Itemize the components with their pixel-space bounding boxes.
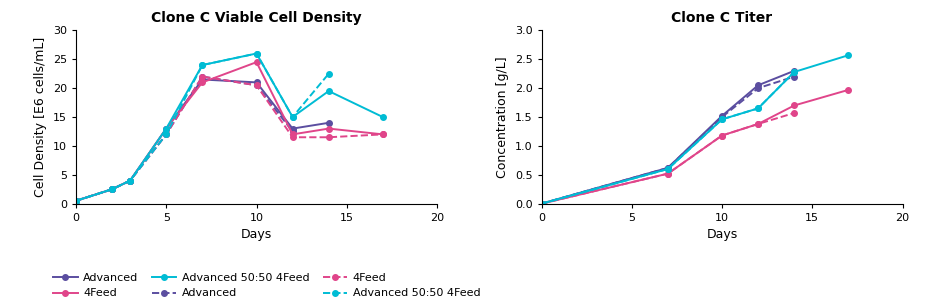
X-axis label: Days: Days [241, 228, 272, 241]
Legend: Advanced, 4Feed, Advanced 50:50 4Feed, Advanced, 4Feed, Advanced 50:50 4Feed: Advanced, 4Feed, Advanced 50:50 4Feed, A… [53, 273, 480, 299]
Title: Clone C Titer: Clone C Titer [672, 11, 772, 25]
Y-axis label: Cell Density [E6 cells/mL]: Cell Density [E6 cells/mL] [34, 37, 48, 197]
Title: Clone C Viable Cell Density: Clone C Viable Cell Density [151, 11, 362, 25]
X-axis label: Days: Days [707, 228, 737, 241]
Y-axis label: Concentration [g/L]: Concentration [g/L] [496, 56, 509, 178]
